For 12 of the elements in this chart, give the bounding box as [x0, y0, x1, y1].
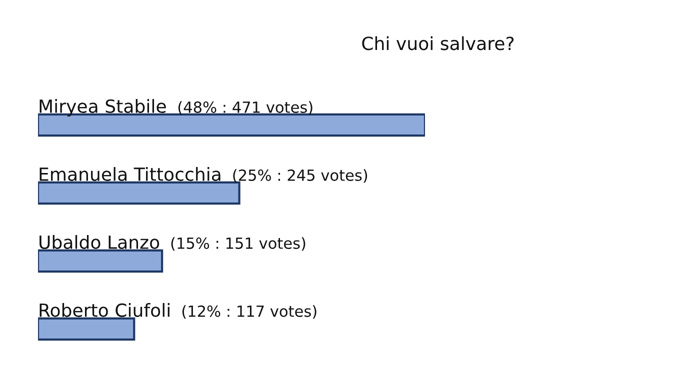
bar: [38, 317, 136, 341]
data-label: (12% : 117 votes): [182, 305, 316, 319]
data-label: (25% : 245 votes): [233, 169, 368, 183]
y-tick-label: Emanuela Tittocchia: [40, 167, 220, 182]
y-tick-label: Miryea Stabile: [40, 99, 166, 117]
data-label: (48% : 471 votes): [178, 101, 312, 115]
data-label: (15% : 151 votes): [171, 237, 306, 251]
bar: [38, 181, 240, 205]
y-tick-label: Ubaldo Lanzo: [40, 235, 160, 250]
y-tick-label: Roberto Ciufoli: [40, 303, 170, 318]
bar: [38, 249, 164, 273]
chart-title: Chi vuoi salvare?: [362, 36, 514, 50]
